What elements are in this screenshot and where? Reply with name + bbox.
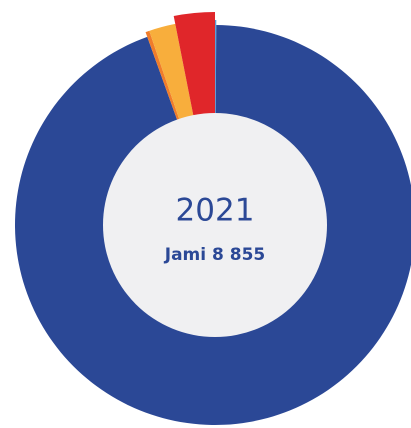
slices xyxy=(15,12,411,425)
chart-title: 2021 xyxy=(176,193,255,229)
donut-hole xyxy=(103,113,327,337)
slice xyxy=(173,12,215,127)
slice xyxy=(149,23,196,131)
slice xyxy=(15,25,411,425)
slice xyxy=(215,20,217,126)
chart-subtitle: Jami 8 855 xyxy=(164,245,266,265)
slice xyxy=(145,30,183,131)
